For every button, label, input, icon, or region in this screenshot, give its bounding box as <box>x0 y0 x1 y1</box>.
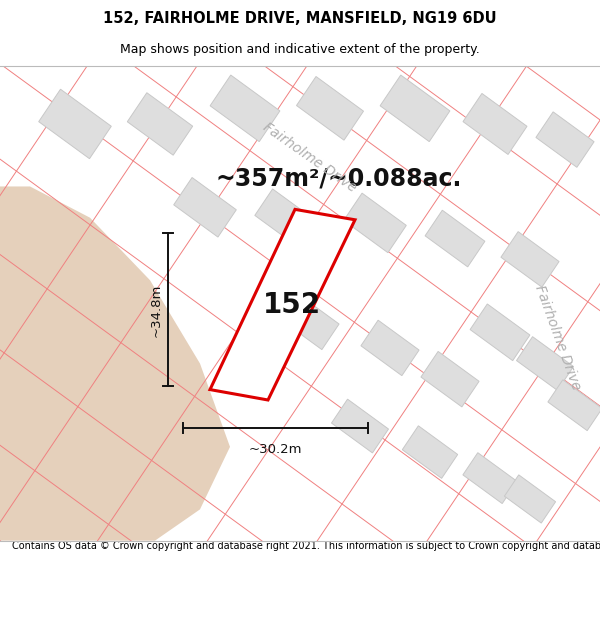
Text: Contains OS data © Crown copyright and database right 2021. This information is : Contains OS data © Crown copyright and d… <box>12 541 600 551</box>
Polygon shape <box>517 337 574 391</box>
Polygon shape <box>536 112 594 168</box>
Text: Fairholme Drive: Fairholme Drive <box>533 283 583 392</box>
Text: 152, FAIRHOLME DRIVE, MANSFIELD, NG19 6DU: 152, FAIRHOLME DRIVE, MANSFIELD, NG19 6D… <box>103 11 497 26</box>
Polygon shape <box>331 399 389 453</box>
Polygon shape <box>210 209 355 400</box>
Polygon shape <box>296 76 364 140</box>
Text: Map shows position and indicative extent of the property.: Map shows position and indicative extent… <box>120 44 480 56</box>
Polygon shape <box>501 232 559 287</box>
Polygon shape <box>463 94 527 154</box>
Polygon shape <box>361 320 419 376</box>
Polygon shape <box>344 193 406 253</box>
Polygon shape <box>281 294 339 349</box>
Polygon shape <box>210 75 280 142</box>
Polygon shape <box>127 92 193 155</box>
Polygon shape <box>255 189 315 246</box>
Text: ~357m²/~0.088ac.: ~357m²/~0.088ac. <box>215 166 461 190</box>
Text: ~30.2m: ~30.2m <box>249 442 302 456</box>
Polygon shape <box>380 75 450 142</box>
Polygon shape <box>174 177 236 237</box>
Text: 152: 152 <box>263 291 321 319</box>
Polygon shape <box>39 89 111 159</box>
Text: Fairholme Drive: Fairholme Drive <box>260 120 359 195</box>
Text: ~34.8m: ~34.8m <box>149 283 163 337</box>
Polygon shape <box>470 304 530 361</box>
Polygon shape <box>505 475 556 523</box>
Polygon shape <box>421 351 479 407</box>
Polygon shape <box>548 380 600 431</box>
Polygon shape <box>463 452 517 504</box>
Polygon shape <box>403 426 458 478</box>
Polygon shape <box>425 210 485 267</box>
Polygon shape <box>0 186 230 541</box>
